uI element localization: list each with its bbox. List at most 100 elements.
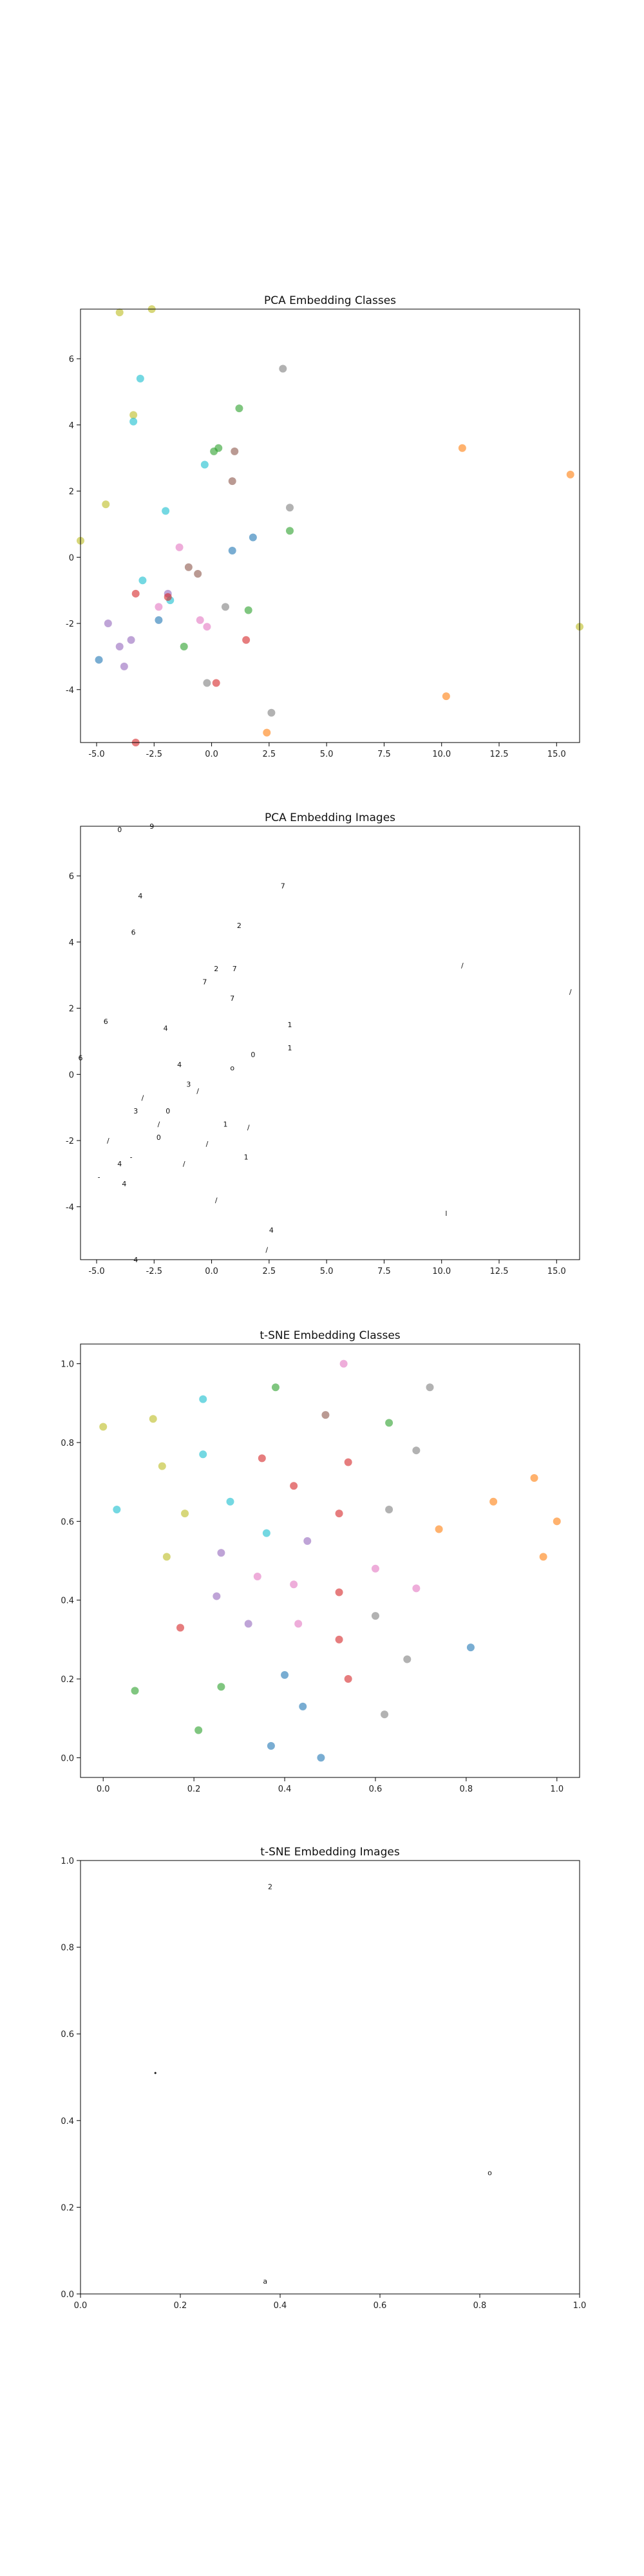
y-tick-label: 6 [69,355,74,365]
tsne-images-panel: t-SNE Embedding Images 2 • o a 0.0 0.2 0.4 0.6 0.… [0,1844,644,2321]
pca-classes-chart: PCA Embedding Classes -5.0 -2.5 0.0 2.5 5.0 7.… [66,294,583,759]
image-thumbnail: 7 [202,978,207,986]
data-point [335,1635,343,1643]
image-thumbnail: 3 [133,1107,138,1115]
image-thumbnail: / [265,1246,268,1255]
tsne-images-chart: t-SNE Embedding Images 2 • o a 0.0 0.2 0.4 0.6 0.… [61,1846,586,2311]
x-tick-label: 0.0 [74,2301,88,2311]
data-point [303,1537,312,1545]
x-tick-label: 0.4 [278,1785,292,1794]
data-point [176,1624,184,1632]
y-tick-label: 1.0 [61,1360,74,1370]
data-point [104,620,112,628]
data-point [162,1553,171,1561]
pca-images-panel: PCA Embedding Images 0 9 4 7 6 2 2 7 7 7//6 4 1 1 0 6 4 o… [0,810,644,1287]
x-tick-label: -5.0 [88,750,104,759]
data-point [271,1383,279,1392]
y-tick-label: 0.2 [61,2203,74,2213]
x-tick-label: -5.0 [88,1267,104,1276]
data-point [539,1553,547,1561]
data-point [213,1592,221,1600]
y-tick-label: 0.6 [61,2030,74,2040]
data-point [115,643,124,651]
x-tick-label: 15.0 [547,750,566,759]
data-point [344,1458,352,1466]
data-point [131,1687,139,1695]
data-point [263,728,271,737]
y-tick-label: 0.4 [61,1596,74,1606]
image-thumbnail: / [183,1160,185,1168]
data-point [99,1423,108,1431]
data-point [155,603,163,611]
data-point [199,1450,207,1459]
data-point [136,374,144,383]
data-point [426,1383,434,1392]
image-thumbnail: 0 [251,1050,255,1059]
x-tick-label: 7.5 [377,1267,391,1276]
image-thumbnail: 7 [232,965,237,973]
image-thumbnail: / [461,961,464,970]
data-point [530,1474,538,1482]
image-thumbnail: 0 [117,826,122,834]
pca-classes-panel: PCA Embedding Classes -5.0 -2.5 0.0 2.5 5.0 7.… [0,293,644,770]
data-point [200,460,209,469]
data-point [385,1419,393,1427]
y-tick-label: -2 [66,620,74,629]
image-thumbnail: 0 [156,1133,161,1142]
data-point [335,1588,343,1596]
y-tick-label: -2 [66,1137,74,1146]
data-point [115,308,124,317]
image-thumbnail: o [488,2169,492,2177]
data-point [155,616,163,624]
y-tick-label: 2 [69,1005,74,1014]
data-point [371,1564,379,1573]
data-point [290,1482,298,1490]
data-point [385,1505,393,1513]
data-point [228,477,236,486]
image-thumbnail: 1 [223,1120,228,1128]
image-thumbnail: 0 [166,1107,170,1115]
x-tick-label: 15.0 [547,1267,566,1276]
data-point [412,1584,421,1593]
x-tick-label: 0.6 [374,2301,387,2311]
x-tick-label: 5.0 [320,1267,334,1276]
chart-title: t-SNE Embedding Images [260,1846,400,1859]
data-point [158,1462,166,1470]
x-tick-label: 0.2 [187,1785,201,1794]
data-point [442,692,450,701]
axes-frame [80,1343,580,1778]
data-point [299,1702,307,1710]
data-point [317,1754,325,1762]
data-point [131,589,140,598]
x-tick-label: 10.0 [432,750,451,759]
y-tick-label: 0 [69,1070,74,1080]
data-point [217,1549,225,1557]
data-point [258,1454,266,1463]
image-thumbnail: 1 [288,1044,292,1052]
y-tick-label: 0.4 [61,2117,74,2126]
data-point [412,1446,421,1455]
x-tick-label: 12.5 [490,1267,509,1276]
x-tick-label: 7.5 [377,750,391,759]
y-tick-label: 1.0 [61,1857,74,1866]
y-tick-label: 2 [69,488,74,497]
axes-frame [80,826,580,1260]
x-tick-label: 0.0 [205,1267,218,1276]
data-point [184,563,193,571]
data-point [281,1671,289,1679]
y-tick-label: 0.0 [61,1754,74,1763]
data-point [120,662,128,670]
x-tick-label: 0.2 [174,2301,187,2311]
chart-title: PCA Embedding Classes [264,294,396,307]
data-point [196,616,204,624]
data-point [489,1497,498,1506]
data-point [294,1620,303,1628]
image-thumbnail: 4 [269,1226,274,1235]
data-point [102,500,110,509]
data-point [290,1580,298,1589]
data-point [181,1510,189,1518]
image-thumbnail: 4 [122,1180,126,1188]
data-point [242,636,251,644]
data-point [212,679,220,687]
